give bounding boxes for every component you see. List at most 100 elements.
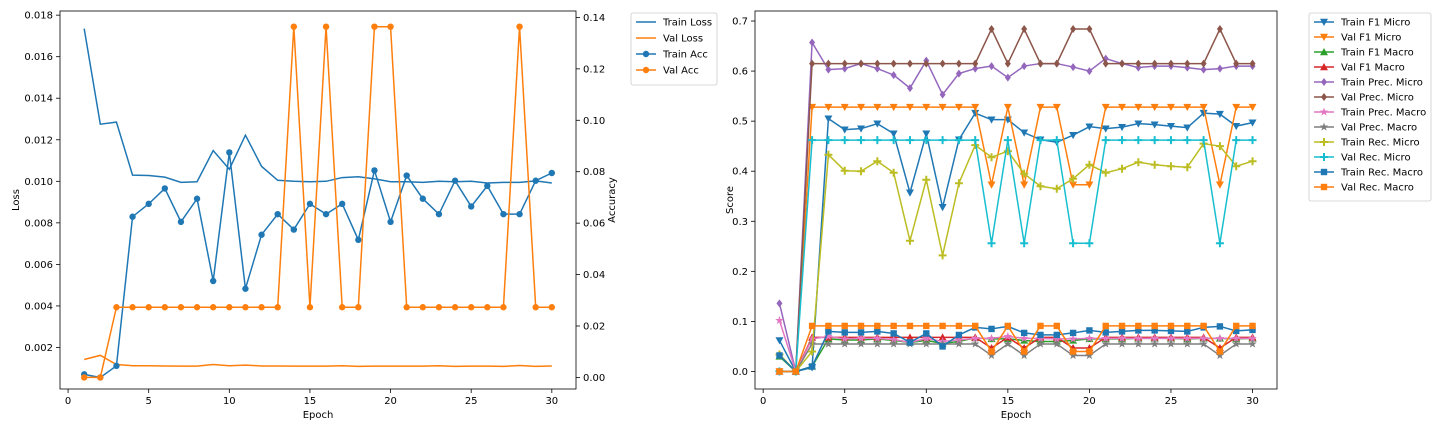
- data-point-val-rec-macro: [792, 368, 799, 375]
- y-tick-label: 0.4: [732, 167, 748, 178]
- data-point-train-prec-macro: [1183, 333, 1192, 343]
- data-point-val-prec-macro: [1134, 339, 1143, 348]
- data-point-val-acc: [467, 304, 475, 311]
- data-point-val-acc: [193, 304, 201, 311]
- data-point-train-prec-micro: [809, 38, 816, 47]
- y-tick-label: 0.014: [24, 94, 53, 105]
- data-point-val-rec-macro: [1151, 322, 1158, 330]
- data-point-val-prec-macro: [954, 339, 964, 348]
- data-point-val-prec-micro: [955, 59, 962, 68]
- data-point-train-prec-macro: [970, 333, 980, 343]
- x-tick-label: 25: [1165, 396, 1178, 407]
- data-point-val-rec-macro: [1184, 322, 1191, 330]
- x-tick-label: 30: [545, 396, 558, 407]
- y-tick-label: 0.3: [732, 217, 748, 228]
- legend-label: Val Rec. Macro: [1341, 183, 1414, 194]
- data-point-train-acc: [306, 200, 314, 208]
- data-point-train-rec-macro: [1037, 331, 1044, 339]
- data-point-val-acc: [161, 304, 169, 311]
- data-point-val-rec-macro: [988, 348, 995, 355]
- data-point-val-rec-micro: [808, 136, 817, 145]
- data-point-val-prec-micro: [1216, 25, 1223, 34]
- data-point-val-prec-macro: [1199, 339, 1208, 348]
- data-point-train-prec-macro: [1052, 334, 1062, 343]
- data-point-train-prec-macro: [1215, 333, 1225, 343]
- data-point-train-f1-micro: [840, 126, 849, 134]
- data-point-val-rec-macro: [1200, 322, 1207, 330]
- y-axis-label-right: Accuracy: [607, 177, 618, 223]
- series-line-train-loss: [83, 28, 552, 184]
- data-point-train-prec-macro: [1101, 333, 1110, 343]
- data-point-val-prec-micro: [809, 59, 816, 68]
- data-point-train-rec-micro: [857, 167, 866, 176]
- data-point-train-prec-micro: [906, 84, 913, 93]
- data-point-val-prec-macro: [889, 339, 898, 348]
- data-point-val-acc: [532, 304, 539, 311]
- data-point-val-prec-micro: [1004, 59, 1011, 68]
- data-point-val-rec-macro: [1216, 348, 1224, 355]
- data-point-train-acc: [209, 277, 217, 285]
- data-point-val-rec-macro: [857, 322, 865, 330]
- data-point-val-acc: [451, 304, 459, 311]
- data-point-val-acc: [338, 304, 346, 311]
- data-point-val-prec-micro: [972, 59, 979, 68]
- data-point-val-prec-micro: [906, 59, 913, 68]
- data-point-val-prec-micro: [1200, 59, 1207, 68]
- x-tick-label: 15: [304, 396, 317, 407]
- data-point-train-rec-macro: [1135, 327, 1142, 334]
- data-point-train-prec-macro: [1231, 333, 1241, 343]
- legend-label: Train Prec. Macro: [1340, 108, 1426, 119]
- x-tick-label: 5: [146, 396, 152, 407]
- data-point-train-rec-macro: [1086, 327, 1093, 334]
- data-point-train-acc: [467, 203, 475, 210]
- data-point-val-rec-macro: [874, 322, 881, 330]
- data-point-train-rec-macro: [1184, 328, 1191, 335]
- y-tick-label: 0.5: [732, 117, 748, 128]
- data-point-train-f1-micro: [873, 120, 882, 128]
- data-point-val-f1-micro: [1069, 181, 1078, 189]
- data-point-train-prec-macro: [775, 315, 784, 325]
- data-point-val-prec-micro: [923, 59, 930, 68]
- data-point-val-rec-macro: [939, 322, 946, 330]
- x-tick-label: 20: [384, 396, 397, 407]
- y-right-tick-label: 0.08: [583, 167, 605, 178]
- data-point-val-rec-macro: [1086, 348, 1093, 355]
- data-point-train-acc: [226, 149, 233, 156]
- data-point-train-f1-micro: [1232, 122, 1241, 131]
- data-point-val-f1-micro: [971, 103, 980, 112]
- data-point-val-acc: [177, 304, 185, 311]
- data-point-val-rec-macro: [1037, 322, 1044, 330]
- data-point-train-rec-macro: [874, 328, 881, 335]
- data-point-val-prec-micro: [939, 59, 946, 68]
- data-point-val-rec-micro: [840, 136, 849, 145]
- data-point-val-prec-micro: [1151, 59, 1158, 68]
- data-point-val-prec-macro: [1166, 339, 1176, 348]
- y-axis-label: Loss: [11, 189, 22, 211]
- data-point-train-prec-micro: [825, 65, 832, 74]
- data-point-val-rec-macro: [1004, 322, 1012, 330]
- y-tick-label: 0.6: [732, 67, 748, 78]
- data-point-val-acc: [242, 304, 249, 311]
- data-point-val-prec-macro: [1215, 350, 1225, 360]
- data-point-train-f1-micro: [971, 109, 980, 118]
- loss-accuracy-chart: 0 5 10 15 20 25 30 0.002 0.004 0.006 0.008 0.010 0.…: [11, 10, 718, 421]
- legend-entry-train-loss: Train Loss: [636, 18, 712, 29]
- data-point-train-rec-macro: [988, 325, 995, 333]
- data-point-val-acc: [226, 304, 233, 311]
- data-point-val-rec-micro: [1003, 136, 1012, 145]
- data-point-val-prec-micro: [858, 59, 865, 68]
- data-point-val-rec-macro: [906, 322, 914, 330]
- data-point-train-prec-macro: [1248, 333, 1257, 343]
- data-point-train-prec-macro: [807, 334, 817, 343]
- data-point-val-rec-micro: [954, 136, 963, 145]
- data-point-train-rec-micro: [938, 251, 947, 260]
- data-point-train-rec-micro: [1183, 163, 1192, 172]
- legend-label: Train Loss: [662, 18, 712, 29]
- data-point-train-acc: [451, 177, 459, 184]
- data-point-train-prec-micro: [874, 64, 881, 73]
- data-point-train-prec-micro: [890, 71, 897, 80]
- data-point-train-prec-macro: [873, 333, 882, 343]
- data-point-train-rec-micro: [1134, 158, 1143, 167]
- data-point-train-f1-micro: [857, 125, 866, 133]
